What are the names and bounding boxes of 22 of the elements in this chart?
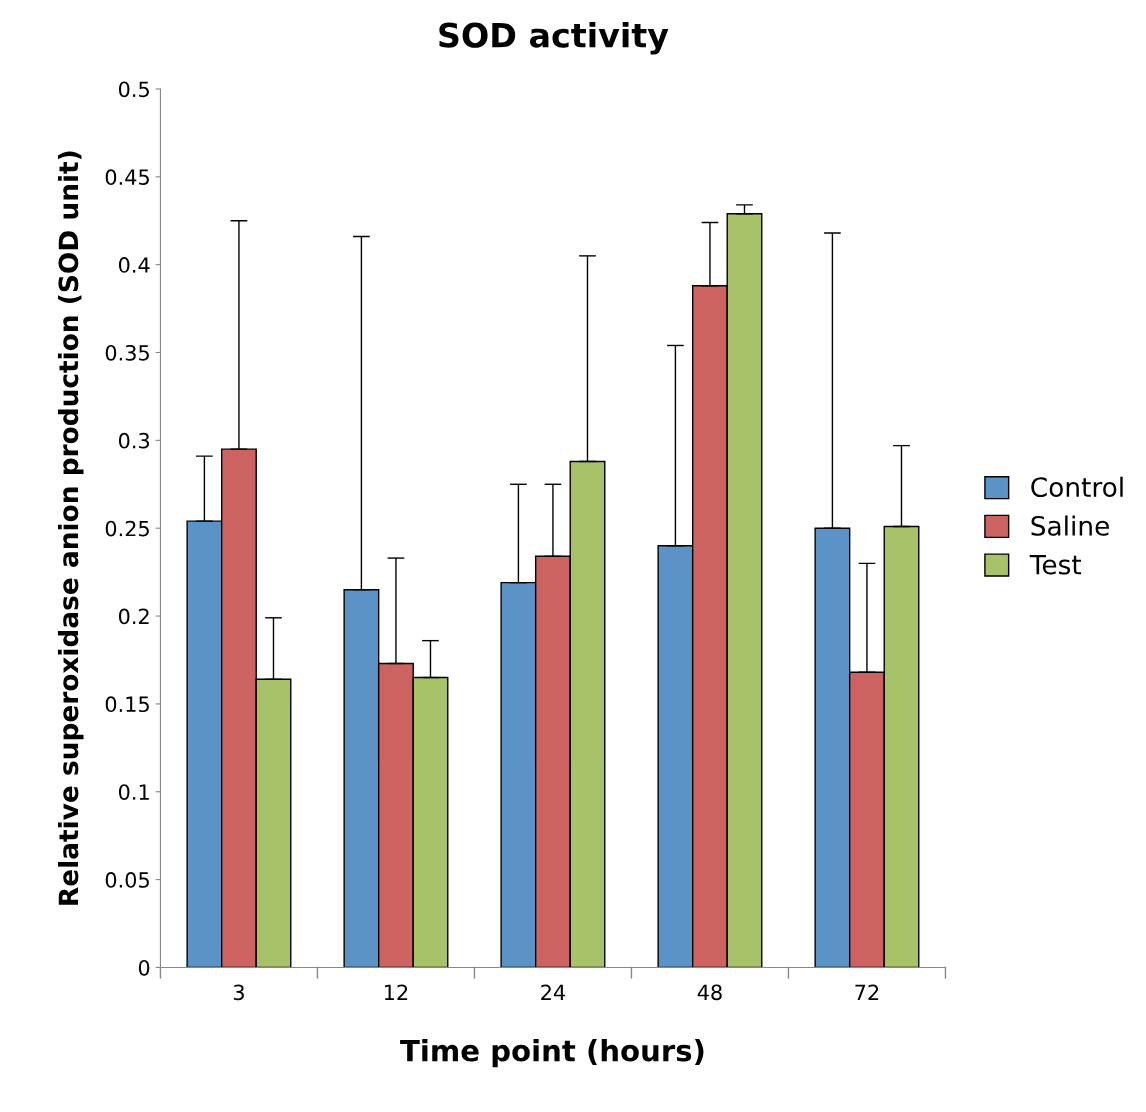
y-tick-label: 0.35: [105, 344, 149, 361]
y-tick-label: 0.05: [105, 872, 149, 888]
y-tick-label: 0.4: [118, 257, 150, 273]
y-tick-label: 0.3: [118, 432, 150, 449]
y-tick-label: 0.1: [118, 784, 149, 800]
y-axis-title: Relative superoxidase anion production (SOD unit): [57, 151, 84, 905]
x-tick-label: 24: [541, 984, 566, 1000]
x-tick-label: 12: [384, 984, 408, 1000]
legend-label: Test: [1029, 554, 1082, 575]
x-axis-title: Time point (hours): [400, 1038, 704, 1068]
y-tick-label: 0.15: [105, 696, 149, 713]
y-tick-label: 0.25: [105, 520, 149, 537]
x-tick-label: 48: [697, 984, 722, 1001]
x-tick-label: 72: [855, 984, 879, 1000]
legend-label: Control: [1031, 476, 1123, 498]
y-tick-label: 0.2: [118, 608, 149, 625]
y-tick-label: 0.45: [105, 169, 149, 186]
chart-title: SOD activity: [439, 21, 669, 55]
legend-label: Saline: [1031, 515, 1109, 536]
y-tick-label: 0.5: [118, 81, 149, 98]
x-tick-label: 3: [233, 984, 244, 1001]
y-tick-label: 0: [138, 959, 150, 976]
